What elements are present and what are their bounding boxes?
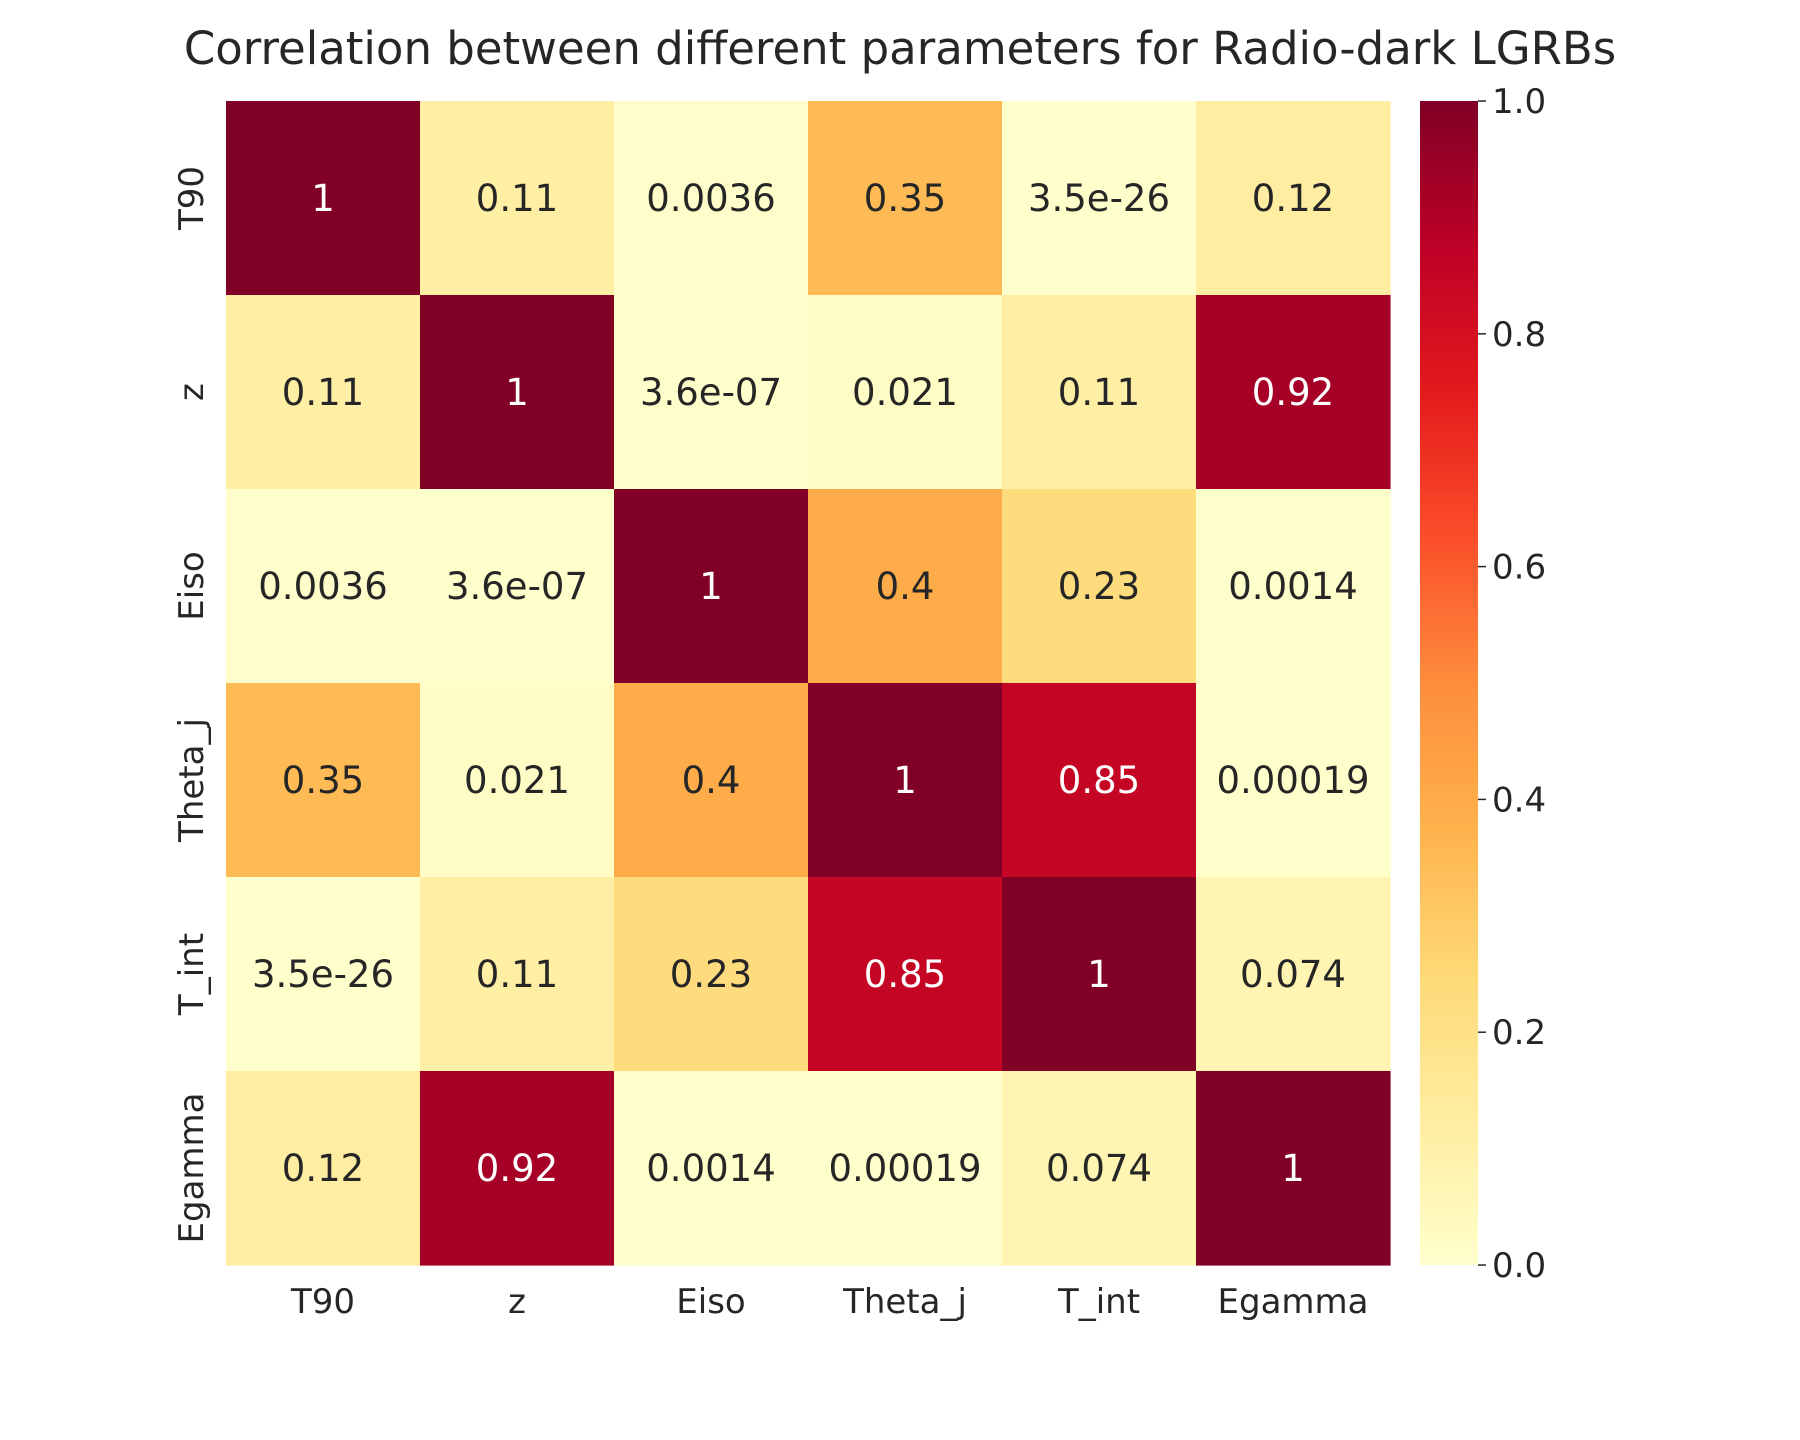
heatmap-cell — [614, 877, 809, 1072]
heatmap-cell — [1002, 489, 1197, 684]
colorbar-tick-label: 0.2 — [1492, 1013, 1546, 1053]
heatmap-cell — [1196, 489, 1391, 684]
heatmap-cell — [1002, 683, 1197, 878]
y-tick-label: Theta_j — [172, 718, 212, 843]
heatmap-cell — [1196, 101, 1391, 296]
heatmap-cell — [808, 489, 1003, 684]
cell-value-label: 0.00019 — [828, 1147, 981, 1190]
heatmap-cell — [808, 683, 1003, 878]
colorbar-tick-label: 1.0 — [1492, 82, 1546, 122]
heatmap-cell — [226, 683, 421, 878]
chart-title: Correlation between different parameters… — [184, 22, 1616, 75]
cell-value-label: 0.92 — [476, 1147, 558, 1190]
y-tick-label: Eiso — [172, 551, 212, 620]
heatmap-cell — [226, 877, 421, 1072]
heatmap-cell — [226, 1071, 421, 1266]
heatmap-cell — [420, 295, 615, 490]
cell-value-label: 0.074 — [1240, 953, 1346, 996]
heatmap-cell — [226, 489, 421, 684]
cell-value-label: 0.0036 — [646, 177, 775, 220]
colorbar-tick-label: 0.4 — [1492, 780, 1546, 820]
cell-value-label: 1 — [699, 565, 723, 608]
heatmap-cell — [808, 1071, 1003, 1266]
cell-value-label: 0.23 — [670, 953, 752, 996]
y-axis: T90 z Eiso Theta_j T_int Egamma — [172, 166, 212, 1244]
cell-value-label: 0.0014 — [1228, 565, 1357, 608]
cell-value-label: 0.11 — [282, 371, 364, 414]
heatmap-cell — [420, 683, 615, 878]
cell-value-label: 0.4 — [682, 759, 741, 802]
heatmap-cell — [1002, 1071, 1197, 1266]
heatmap-cells — [226, 101, 1391, 1266]
cell-value-label: 0.12 — [282, 1147, 364, 1190]
colorbar: 0.0 0.2 0.4 0.6 0.8 1.0 — [1420, 82, 1546, 1286]
cell-value-label: 0.021 — [852, 371, 958, 414]
x-tick-label: T90 — [290, 1282, 355, 1322]
heatmap-cell — [226, 101, 421, 296]
heatmap-cell — [808, 877, 1003, 1072]
heatmap-cell — [614, 489, 809, 684]
cell-value-label: 0.11 — [476, 953, 558, 996]
cell-value-label: 1 — [1087, 953, 1111, 996]
heatmap-cell — [420, 1071, 615, 1266]
x-axis: T90 z Eiso Theta_j T_int Egamma — [290, 1282, 1369, 1322]
y-tick-label: Egamma — [172, 1093, 212, 1244]
cell-value-label: 0.92 — [1252, 371, 1334, 414]
cell-value-label: 0.35 — [282, 759, 364, 802]
heatmap-cell — [1002, 101, 1197, 296]
heatmap-cell — [808, 101, 1003, 296]
heatmap-cell — [808, 295, 1003, 490]
heatmap-cell — [1002, 295, 1197, 490]
cell-value-label: 1 — [505, 371, 529, 414]
x-tick-label: Eiso — [676, 1282, 745, 1322]
colorbar-tick-label: 0.8 — [1492, 315, 1546, 355]
cell-value-label: 0.11 — [1058, 371, 1140, 414]
heatmap-cell — [420, 877, 615, 1072]
colorbar-tick-label: 0.6 — [1492, 548, 1546, 588]
cell-value-label: 0.021 — [464, 759, 570, 802]
heatmap-cell — [226, 295, 421, 490]
cell-value-label: 0.11 — [476, 177, 558, 220]
colorbar-tick-label: 0.0 — [1492, 1246, 1546, 1286]
cell-value-label: 0.0036 — [258, 565, 387, 608]
cell-value-label: 0.074 — [1046, 1147, 1152, 1190]
heatmap-cell — [1196, 1071, 1391, 1266]
cell-value-label: 3.6e-07 — [446, 565, 588, 608]
cell-value-label: 1 — [1281, 1147, 1305, 1190]
cell-value-label: 0.85 — [864, 953, 946, 996]
cell-value-label: 0.85 — [1058, 759, 1140, 802]
cell-value-label: 0.35 — [864, 177, 946, 220]
cell-value-label: 0.00019 — [1216, 759, 1369, 802]
cell-value-label: 3.5e-26 — [252, 953, 394, 996]
colorbar-gradient — [1420, 101, 1478, 1265]
heatmap-cell — [1196, 683, 1391, 878]
cell-value-label: 0.0014 — [646, 1147, 775, 1190]
x-tick-label: T_int — [1057, 1282, 1140, 1322]
x-tick-label: Egamma — [1218, 1282, 1369, 1322]
cell-value-label: 3.5e-26 — [1028, 177, 1170, 220]
heatmap-cell — [614, 1071, 809, 1266]
x-tick-label: Theta_j — [842, 1282, 967, 1322]
heatmap-cell — [614, 101, 809, 296]
cell-value-label: 0.4 — [876, 565, 935, 608]
heatmap-cell-labels: 1 0.11 0.0036 0.35 3.5e-26 0.12 0.11 1 3.6e-07 0.… — [252, 177, 1370, 1190]
heatmap-cell — [614, 295, 809, 490]
heatmap-cell — [420, 489, 615, 684]
cell-value-label: 1 — [893, 759, 917, 802]
heatmap-cell — [420, 101, 615, 296]
cell-value-label: 1 — [311, 177, 335, 220]
cell-value-label: 0.23 — [1058, 565, 1140, 608]
heatmap-cell — [1196, 877, 1391, 1072]
y-tick-label: T90 — [172, 166, 212, 231]
y-tick-label: z — [172, 383, 212, 401]
x-tick-label: z — [508, 1282, 526, 1322]
heatmap-cell — [1002, 877, 1197, 1072]
cell-value-label: 0.12 — [1252, 177, 1334, 220]
heatmap-cell — [1196, 295, 1391, 490]
colorbar-ticks: 0.0 0.2 0.4 0.6 0.8 1.0 — [1478, 82, 1546, 1286]
heatmap-cell — [614, 683, 809, 878]
y-tick-label: T_int — [172, 933, 212, 1016]
cell-value-label: 3.6e-07 — [640, 371, 782, 414]
